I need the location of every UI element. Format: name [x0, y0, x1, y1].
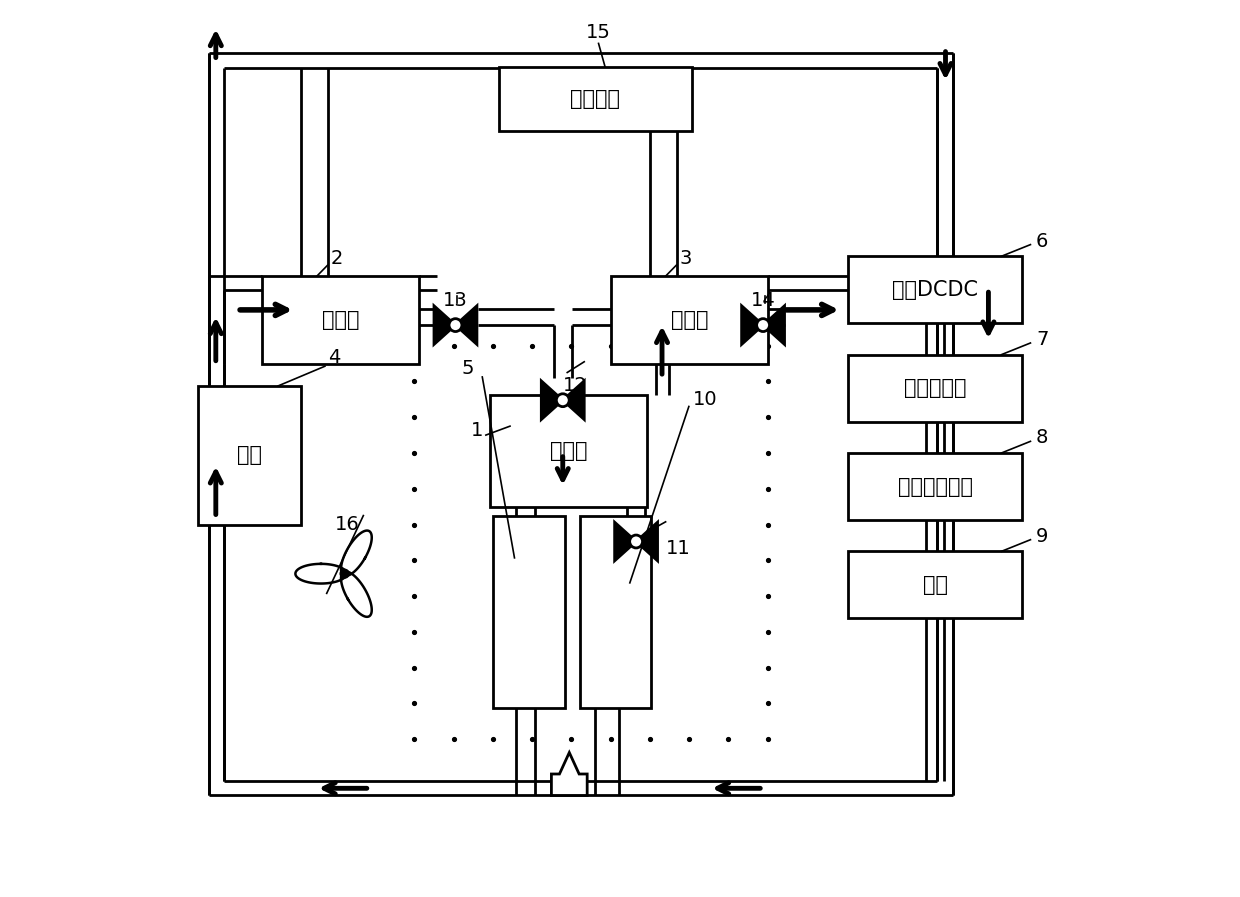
Bar — [580, 516, 651, 708]
Circle shape — [340, 570, 348, 579]
Text: 13: 13 — [443, 292, 467, 310]
Text: 4: 4 — [327, 348, 340, 367]
Bar — [848, 453, 1023, 520]
Text: 16: 16 — [335, 515, 360, 534]
Bar — [848, 354, 1023, 422]
Bar — [490, 395, 647, 507]
Bar — [263, 276, 419, 363]
Polygon shape — [615, 522, 636, 561]
Text: 电堆: 电堆 — [237, 445, 262, 466]
Text: 14: 14 — [750, 292, 775, 310]
Bar — [494, 516, 564, 708]
Bar — [500, 66, 692, 131]
Text: 电机控制器: 电机控制器 — [904, 379, 966, 398]
Text: 5: 5 — [461, 359, 474, 378]
Text: 换热器: 换热器 — [549, 440, 588, 461]
Text: 升压DCDC: 升压DCDC — [893, 280, 978, 300]
Text: 高压集成电源: 高压集成电源 — [898, 476, 972, 497]
Circle shape — [449, 318, 463, 332]
Text: 3: 3 — [680, 248, 692, 267]
Circle shape — [756, 318, 770, 332]
Text: 10: 10 — [693, 390, 717, 409]
Polygon shape — [434, 306, 455, 344]
Text: 9: 9 — [1035, 527, 1048, 545]
Text: 暖风系统: 暖风系统 — [570, 89, 620, 109]
Text: 11: 11 — [666, 539, 691, 558]
Text: 2: 2 — [330, 248, 342, 267]
Text: 1: 1 — [471, 421, 484, 440]
Text: 15: 15 — [587, 23, 611, 42]
Bar — [611, 276, 768, 363]
Text: 换热器: 换热器 — [322, 309, 360, 330]
Text: 7: 7 — [1035, 330, 1048, 349]
Bar — [198, 386, 301, 525]
Polygon shape — [636, 522, 657, 561]
Polygon shape — [742, 306, 763, 344]
Circle shape — [557, 394, 569, 406]
Circle shape — [630, 536, 642, 548]
Bar — [848, 552, 1023, 618]
Text: 12: 12 — [563, 377, 588, 396]
Text: 电机: 电机 — [923, 575, 947, 595]
Polygon shape — [552, 753, 588, 796]
Text: 8: 8 — [1035, 428, 1048, 448]
Bar — [848, 257, 1023, 323]
Polygon shape — [455, 306, 477, 344]
Polygon shape — [563, 381, 584, 420]
Polygon shape — [763, 306, 785, 344]
Polygon shape — [542, 381, 563, 420]
Text: 换热器: 换热器 — [671, 309, 708, 330]
Text: 6: 6 — [1035, 231, 1048, 250]
